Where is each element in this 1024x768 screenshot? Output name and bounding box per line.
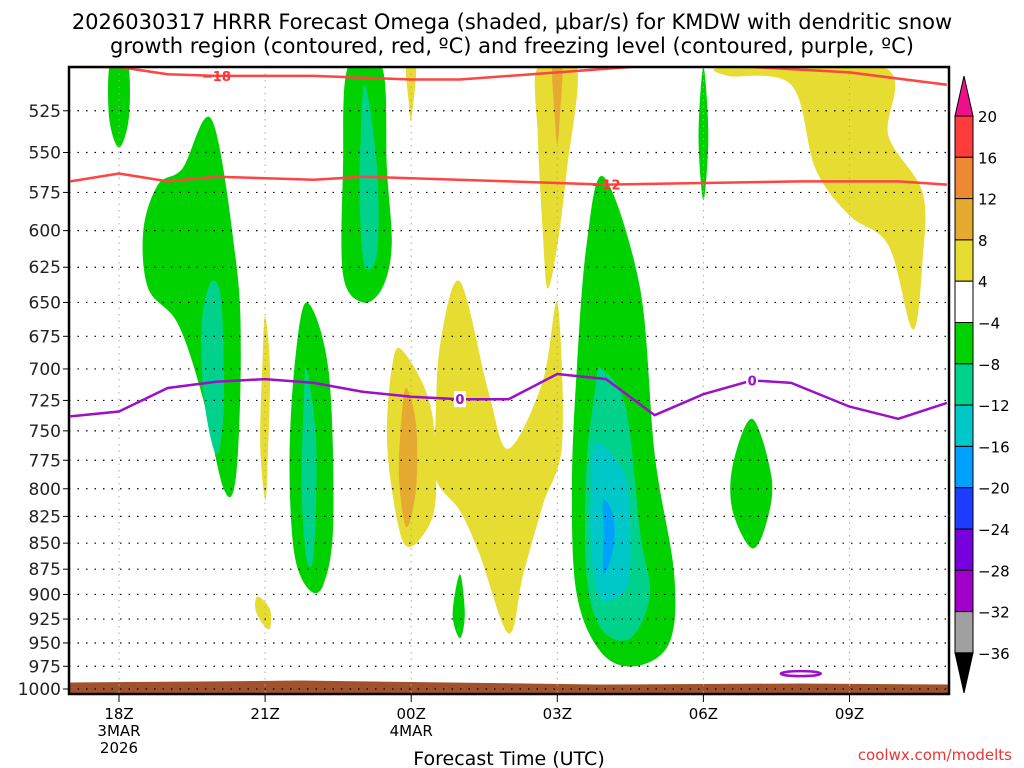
x-tick-label: 06Z [689, 705, 718, 723]
x-tick-label: 2026 [100, 739, 138, 757]
omega-region [406, 67, 417, 121]
y-tick-label: 850 [29, 534, 61, 554]
colorbar-label: 20 [978, 108, 997, 126]
freezing-contour [70, 372, 948, 421]
credit-text: coolwx.com/modelts [858, 746, 1012, 764]
y-tick-label: 750 [29, 422, 61, 442]
y-tick-label: 950 [29, 634, 61, 654]
y-tick-label: 825 [29, 507, 61, 527]
x-tick-label: 09Z [835, 705, 864, 723]
colorbar-swatch [954, 363, 974, 406]
y-tick-label: 600 [29, 222, 61, 242]
colorbar-label: −28 [978, 562, 1010, 580]
omega-shading [108, 67, 926, 667]
y-axis: 525 550 575 600 625 650 675 700 725 750 775 800 825 8… [18, 102, 69, 700]
colorbar-swatch [954, 115, 974, 158]
colorbar-label: −16 [978, 438, 1010, 456]
colorbar-swatch [954, 198, 974, 241]
omega-region [255, 596, 272, 630]
freezing-contour-label: 0 [748, 374, 757, 389]
y-tick-label: 800 [29, 480, 61, 500]
colorbar-swatch [954, 156, 974, 200]
colorbar-label: −12 [978, 397, 1010, 415]
dgz-contour-label: −18 [202, 70, 231, 85]
colorbar-over-arrow [954, 75, 974, 117]
freezing-contour-label: 0 [455, 393, 464, 408]
y-tick-label: 625 [29, 258, 61, 278]
y-tick-label: 650 [29, 293, 61, 313]
y-tick-label: 725 [29, 391, 61, 411]
x-tick-label: 18Z [104, 705, 133, 723]
colorbar-label: 8 [978, 232, 988, 250]
x-tick-label: 3MAR [97, 722, 140, 740]
colorbar-label: −24 [978, 521, 1010, 539]
y-tick-label: 575 [29, 183, 61, 203]
colorbar-swatch [954, 528, 974, 571]
colorbar-label: −8 [978, 356, 1000, 374]
omega-region [398, 387, 418, 528]
omega-region [142, 116, 241, 498]
colorbar-under-arrow [954, 652, 974, 694]
colorbar-label: −36 [978, 645, 1010, 663]
colorbar-swatch [954, 487, 974, 530]
x-axis-title: Forecast Time (UTC) [413, 748, 604, 768]
colorbar-swatch [954, 569, 974, 613]
colorbar: 20 16 12 8 4 −4 −8 −12 −16 −20 −24 −28 −32 −36 [954, 75, 1010, 694]
colorbar-label: −20 [978, 480, 1010, 498]
dgz-contour-label: −12 [592, 179, 621, 194]
y-tick-label: 550 [29, 144, 61, 164]
colorbar-label: 16 [978, 149, 997, 167]
omega-region [552, 67, 563, 145]
terrain-fill [69, 680, 949, 694]
x-tick-label: 00Z [397, 705, 426, 723]
colorbar-label: 12 [978, 191, 997, 209]
omega-region [260, 315, 271, 501]
y-tick-label: 700 [29, 360, 61, 380]
plot-frame [67, 65, 951, 696]
y-tick-label: 525 [29, 102, 61, 122]
omega-region [108, 67, 130, 148]
chart-title-line-1: 2026030317 HRRR Forecast Omega (shaded, … [72, 10, 952, 34]
y-tick-label: 900 [29, 585, 61, 605]
colorbar-label: −32 [978, 604, 1010, 622]
freezing-blob [779, 669, 823, 678]
colorbar-label: −4 [978, 315, 1000, 333]
omega-region [201, 280, 224, 455]
colorbar-swatch [954, 322, 974, 365]
y-tick-label: 925 [29, 610, 61, 630]
grid-lines [69, 67, 949, 694]
x-tick-label: 03Z [543, 705, 572, 723]
omega-region [698, 67, 709, 201]
omega-region [713, 67, 926, 330]
y-tick-label: 975 [29, 657, 61, 677]
dgz-contour [70, 172, 947, 186]
colorbar-swatch [954, 404, 974, 447]
surface-terrain [69, 680, 949, 694]
y-tick-label: 775 [29, 451, 61, 471]
omega-region [433, 280, 563, 634]
x-tick-label: 21Z [250, 705, 279, 723]
omega-region [602, 499, 615, 575]
y-tick-label: 675 [29, 327, 61, 347]
colorbar-label: 4 [978, 273, 988, 291]
chart-title-line-2: growth region (contoured, red, ºC) and f… [110, 34, 914, 58]
x-tick-label: 4MAR [390, 722, 433, 740]
y-tick-label: 875 [29, 560, 61, 580]
freezing-label-bg [453, 391, 466, 408]
omega-region [730, 418, 773, 549]
colorbar-swatch [954, 445, 974, 489]
omega-region [301, 366, 317, 568]
omega-region [534, 67, 578, 289]
y-tick-label: 1000 [18, 680, 61, 700]
freezing-label-bg [746, 372, 759, 389]
omega-region [452, 574, 465, 639]
colorbar-swatch [954, 280, 974, 324]
colorbar-swatch [954, 611, 974, 654]
colorbar-swatch [954, 239, 974, 282]
